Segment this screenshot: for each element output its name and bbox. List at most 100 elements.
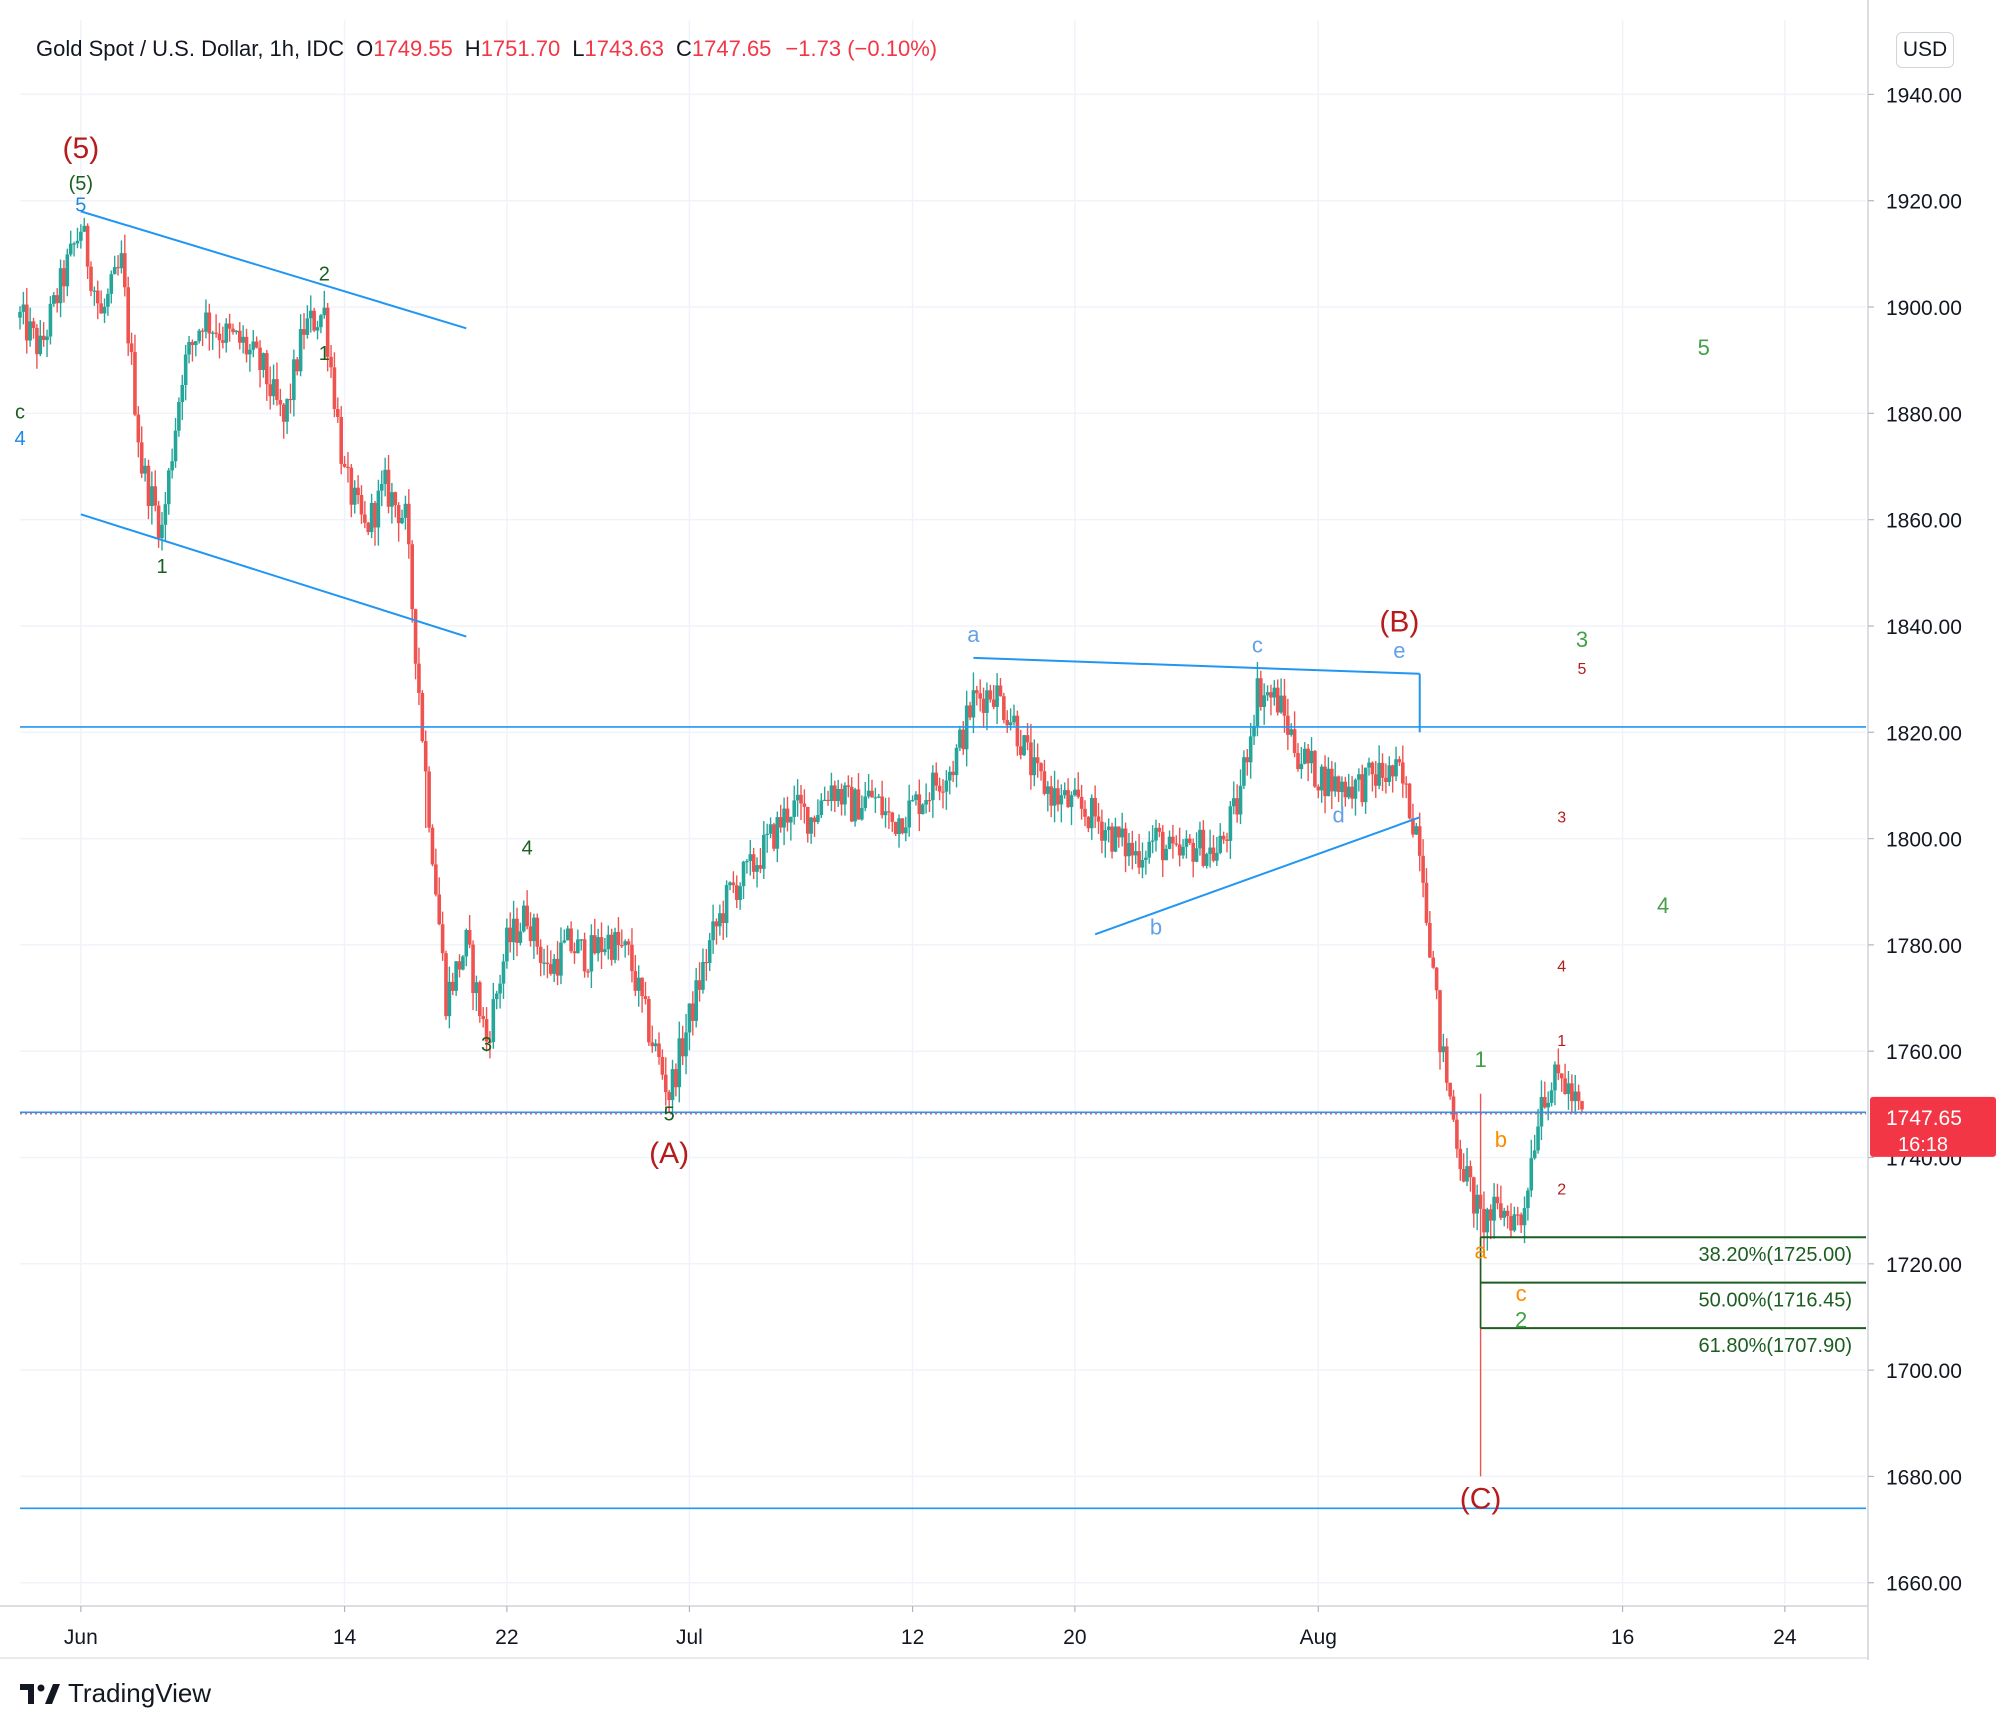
price-tick-label: 1840.00 <box>1886 616 1962 639</box>
wave-label: 1 <box>1557 1033 1566 1050</box>
trendline <box>1094 816 1421 936</box>
candle-body <box>298 329 303 372</box>
candle-body <box>31 321 36 328</box>
price-tick-label: 1800.00 <box>1886 829 1962 852</box>
time-tick-label: 22 <box>495 1626 518 1649</box>
candle-body <box>254 341 259 348</box>
candle-body <box>1184 838 1189 847</box>
candle-body <box>48 303 53 337</box>
candle-body <box>112 267 117 275</box>
candle-body <box>1046 786 1050 794</box>
candle-body <box>308 310 313 319</box>
wave-label: 3 <box>481 1034 492 1056</box>
tradingview-logo[interactable]: TradingView <box>20 1678 211 1709</box>
candle-body <box>1215 852 1219 861</box>
candle-body <box>1478 1194 1483 1209</box>
candle-body <box>822 799 827 802</box>
currency-button[interactable]: USD <box>1896 32 1954 68</box>
candle-body <box>1475 1194 1479 1214</box>
candle-body <box>576 939 580 954</box>
wave-label: 5 <box>75 194 86 216</box>
candle-body <box>609 934 614 960</box>
candle-body <box>1029 742 1033 776</box>
candle-body <box>1218 835 1223 853</box>
wave-label: c <box>15 402 25 424</box>
candle-body <box>1296 752 1300 770</box>
candle-body <box>670 1069 675 1101</box>
candle-body <box>1316 786 1321 791</box>
candle-body <box>1252 725 1256 737</box>
candle-body <box>349 467 354 505</box>
candle-body <box>177 401 181 431</box>
candle-body <box>52 295 56 304</box>
candle-body <box>680 1038 685 1057</box>
candle-body <box>413 609 418 664</box>
candle-body <box>484 1019 489 1042</box>
candle-body <box>1089 797 1094 829</box>
candle-body <box>674 1069 678 1088</box>
candle-body <box>863 796 868 809</box>
candle-body <box>156 505 161 539</box>
candle-body <box>1123 828 1128 857</box>
candle-body <box>227 323 232 329</box>
candle-body <box>1377 762 1381 786</box>
candle-body <box>1401 762 1405 784</box>
candle-body <box>910 799 915 802</box>
candle-body <box>751 854 756 872</box>
candle-body <box>1018 746 1023 756</box>
candle-body <box>1509 1216 1513 1231</box>
candle-body <box>180 385 185 402</box>
candle-body <box>975 690 979 694</box>
last-price-value: 1747.65 <box>1886 1107 1962 1130</box>
wave-label: a <box>1474 1238 1487 1263</box>
candle-body <box>204 312 208 332</box>
candle-body <box>1502 1210 1507 1218</box>
candle-body <box>1360 774 1365 803</box>
candle-body <box>1417 826 1422 856</box>
candle-body <box>758 865 763 869</box>
candle-body <box>396 505 401 524</box>
candle-body <box>420 692 425 742</box>
wave-label: 1 <box>156 556 167 578</box>
candle-body <box>1144 857 1148 861</box>
candle-body <box>359 495 364 515</box>
candle-body <box>1177 844 1182 856</box>
candle-body <box>1235 798 1239 815</box>
candle-body <box>89 266 93 291</box>
candle-body <box>1059 795 1064 805</box>
candle-body <box>292 359 296 400</box>
candle-body <box>1512 1214 1517 1231</box>
candle-body <box>880 796 884 816</box>
candle-body <box>28 321 32 341</box>
low-value: 1743.63 <box>584 36 664 61</box>
candle-body <box>1096 816 1101 822</box>
candle-body <box>1414 826 1419 835</box>
candle-body <box>62 268 66 287</box>
candle-body <box>1002 696 1006 721</box>
wave-label: 5 <box>1698 335 1710 360</box>
candle-body <box>407 503 411 545</box>
candle-body <box>197 330 201 342</box>
candle-body <box>109 274 114 294</box>
candle-body <box>971 690 976 718</box>
open-label: O <box>356 36 374 61</box>
candle-body <box>457 961 462 970</box>
candle-body <box>816 815 820 823</box>
candle-body <box>379 483 384 491</box>
wave-label: 5 <box>664 1103 675 1125</box>
candle-body <box>954 747 959 776</box>
candle-body <box>711 921 715 941</box>
candle-body <box>660 1057 665 1075</box>
candle-body <box>552 958 556 974</box>
candle-body <box>1367 762 1371 768</box>
candle-body <box>190 341 195 346</box>
candle-body <box>1228 806 1233 841</box>
candle-body <box>1306 748 1310 764</box>
candle-body <box>1553 1064 1557 1091</box>
candle-body <box>116 267 120 269</box>
candle-body <box>319 315 323 328</box>
candle-body <box>1570 1083 1574 1102</box>
candle-body <box>1543 1096 1547 1108</box>
candle-body <box>65 254 70 287</box>
